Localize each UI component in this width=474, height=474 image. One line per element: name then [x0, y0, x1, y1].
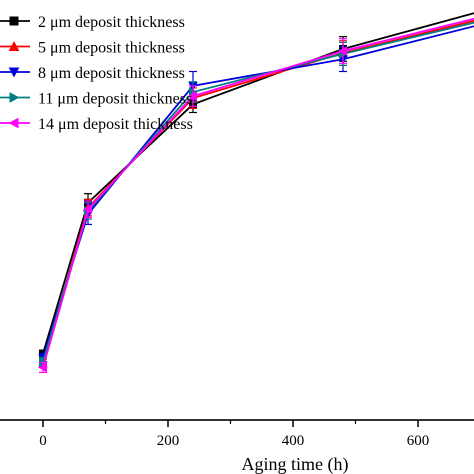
x-tick-label: 0: [39, 433, 47, 449]
series-layer: [38, 12, 474, 374]
data-point: [338, 46, 347, 56]
x-tick-label: 600: [407, 433, 430, 449]
plot-border: [0, 419, 474, 421]
legend-label: 11 μm deposit thickness: [38, 91, 192, 108]
legend-label: 2 μm deposit thickness: [38, 14, 185, 31]
data-point: [83, 204, 92, 215]
series-line: [42, 12, 474, 354]
x-axis-title: Aging time (h): [242, 454, 349, 474]
legend-marker: [8, 117, 19, 129]
legend-item: 5 μm deposit thickness: [0, 40, 185, 57]
data-point: [38, 362, 47, 373]
legend-item: 8 μm deposit thickness: [0, 65, 185, 82]
legend-item: 14 μm deposit thickness: [0, 116, 193, 133]
legend-marker: [9, 92, 20, 103]
data-point: [188, 91, 197, 101]
legend-marker: [8, 41, 20, 51]
data-point: [39, 356, 48, 367]
legend-marker: [9, 16, 19, 26]
legend-item: 11 μm deposit thickness: [0, 91, 192, 108]
legend-item: 2 μm deposit thickness: [0, 14, 185, 31]
legend: 2 μm deposit thickness 5 μm deposit thick…: [0, 14, 193, 133]
legend-label: 5 μm deposit thickness: [38, 40, 185, 57]
series-5: [38, 17, 474, 374]
series-1: [39, 12, 474, 358]
x-tick-label: 200: [157, 433, 180, 449]
legend-label: 14 μm deposit thickness: [38, 116, 193, 133]
plot-frame: 0 200 400 600: [0, 419, 474, 449]
legend-label: 8 μm deposit thickness: [38, 65, 185, 82]
legend-marker: [8, 67, 20, 78]
x-tick-label: 400: [282, 433, 305, 449]
